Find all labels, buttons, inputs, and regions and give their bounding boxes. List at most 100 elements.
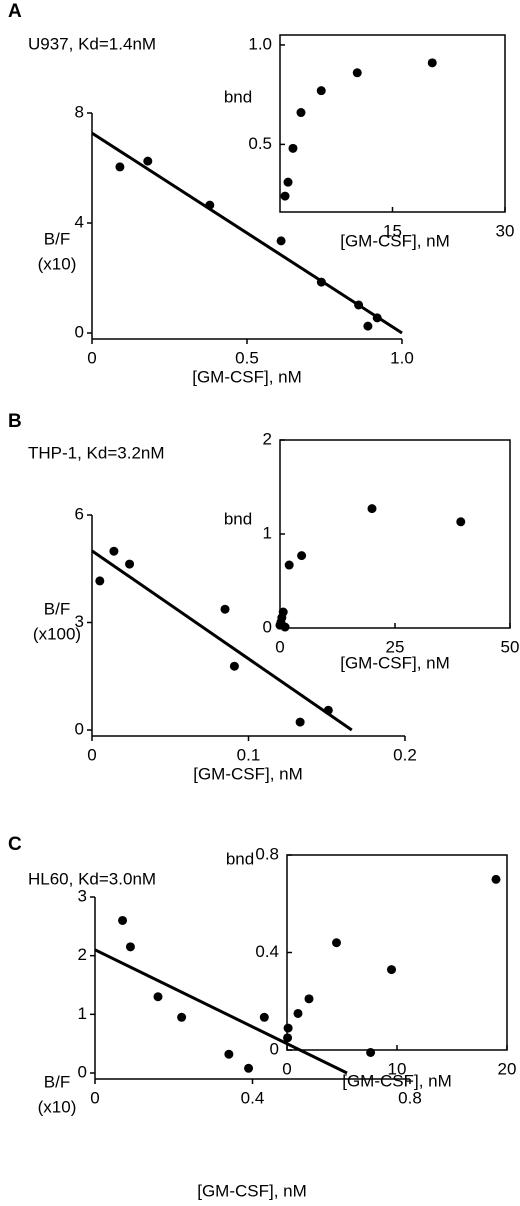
data-point: [280, 622, 290, 632]
data-point: [323, 705, 333, 715]
y-tick-label: 6: [75, 504, 84, 523]
y-tick-label: 8: [75, 102, 84, 121]
y-tick-label: 1.0: [248, 34, 272, 53]
x-axis-label: [GM-CSF], nM: [192, 367, 302, 386]
x-tick-label: 0.8: [398, 1088, 422, 1107]
y-tick-label: 0.5: [248, 134, 272, 153]
data-point: [259, 1012, 269, 1022]
data-point: [352, 68, 362, 78]
data-point: [220, 604, 230, 614]
x-axis-label: [GM-CSF], nM: [340, 653, 450, 672]
data-point: [296, 108, 306, 118]
x-axis-label: [GM-CSF], nM: [193, 764, 303, 783]
data-point: [177, 1012, 187, 1022]
y-tick-label: 3: [75, 612, 84, 631]
x-tick-label: 0: [90, 1088, 99, 1107]
x-tick-label: 0.2: [393, 745, 417, 764]
fit-line: [94, 948, 348, 1075]
y-axis-label: bnd: [226, 849, 254, 868]
data-point: [363, 321, 373, 331]
fit-line: [91, 131, 403, 335]
plot-frame: [286, 854, 508, 1051]
y-axis-label: B/F: [44, 1072, 70, 1091]
data-point: [125, 942, 135, 952]
y-tick-label: 4: [75, 212, 84, 231]
x-tick-label: 0.4: [241, 1088, 265, 1107]
y-tick-label: 0.4: [255, 942, 279, 961]
panel-label: C: [8, 834, 22, 855]
y-tick-label: 0: [263, 617, 272, 636]
x-tick-label: 0: [275, 637, 284, 656]
y-tick-label: 3: [78, 886, 87, 905]
y-tick-label: 0: [78, 1062, 87, 1081]
data-point: [95, 576, 105, 586]
data-point: [332, 938, 341, 948]
data-point: [288, 143, 298, 153]
data-point: [491, 874, 501, 884]
data-point: [284, 560, 294, 570]
data-point: [283, 1023, 293, 1033]
x-tick-label: 30: [496, 221, 515, 240]
y-tick-label: 1: [78, 1004, 87, 1023]
data-point: [304, 994, 314, 1004]
y-tick-label: 0: [75, 719, 84, 738]
y-tick-label: 1: [263, 523, 272, 542]
x-tick-label: 0: [87, 745, 96, 764]
data-point: [280, 191, 290, 201]
y-tick-label: 0.8: [255, 844, 279, 863]
panel-title: HL60, Kd=3.0nM: [28, 869, 156, 888]
x-tick-label: 50: [501, 637, 520, 656]
data-point: [283, 1033, 293, 1043]
data-point: [143, 156, 153, 166]
x-tick-label: 0.5: [235, 348, 259, 367]
y-axis-label: bnd: [224, 87, 252, 106]
y-tick-label: 2: [78, 945, 87, 964]
data-point: [115, 162, 125, 172]
x-tick-label: 15: [383, 221, 402, 240]
fit-line: [91, 549, 353, 732]
x-tick-label: 0: [282, 1059, 291, 1078]
panel-label: B: [8, 411, 22, 432]
x-tick-label: 0.1: [237, 745, 261, 764]
data-point: [283, 177, 293, 187]
y-axis-label: (x10): [38, 1097, 77, 1116]
panel-title: U937, Kd=1.4nM: [28, 34, 156, 53]
x-tick-label: 10: [388, 1059, 407, 1078]
data-point: [278, 607, 288, 617]
data-point: [244, 1063, 254, 1073]
y-axis-label: B/F: [44, 229, 70, 248]
data-point: [125, 559, 135, 569]
plot-frame: [279, 439, 511, 629]
data-point: [276, 236, 286, 246]
data-point: [387, 965, 396, 975]
data-point: [153, 992, 163, 1002]
x-tick-label: 1.0: [390, 348, 414, 367]
data-point: [456, 517, 466, 527]
data-point: [293, 1008, 303, 1018]
y-tick-label: 0: [75, 322, 84, 341]
y-axis-label: bnd: [224, 509, 252, 528]
data-point: [295, 717, 305, 727]
data-point: [118, 915, 128, 925]
plot-frame: [279, 34, 506, 213]
data-point: [224, 1049, 234, 1059]
y-axis-label: (x10): [38, 254, 77, 273]
data-point: [229, 661, 239, 671]
x-tick-label: 0: [87, 348, 96, 367]
data-point: [354, 300, 364, 310]
y-tick-label: 0: [270, 1039, 279, 1058]
y-axis-label: B/F: [44, 599, 70, 618]
data-point: [427, 58, 437, 68]
x-axis-label: [GM-CSF], nM: [342, 1071, 452, 1090]
x-tick-label: 20: [498, 1059, 517, 1078]
data-point: [297, 551, 307, 561]
x-axis-label: [GM-CSF], nM: [197, 1181, 307, 1200]
x-tick-label: 25: [386, 637, 405, 656]
panel-title: THP-1, Kd=3.2nM: [28, 443, 165, 462]
data-point: [372, 313, 382, 323]
data-point: [109, 546, 119, 556]
y-axis-label: (x100): [33, 624, 81, 643]
data-point: [205, 200, 215, 210]
panel-label: A: [8, 1, 22, 22]
